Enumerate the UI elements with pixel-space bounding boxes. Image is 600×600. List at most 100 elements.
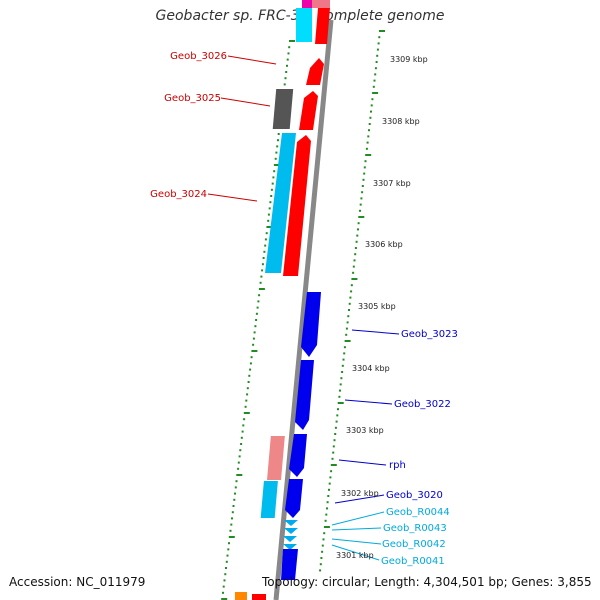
cds-geob-3023[interactable] [301,292,321,357]
inner-tick [246,387,249,390]
label-rph[interactable]: rph [389,460,406,471]
gene-geob-3025-grey[interactable] [272,89,294,129]
outer-tick [373,79,376,82]
outer-tick [321,550,324,553]
inner-tick [268,207,271,210]
outer-tick [366,141,369,144]
inner-tick [232,505,235,507]
inner-tick [277,139,279,142]
label-geob-r0044[interactable]: Geob_R0044 [386,507,450,518]
outer-tick [328,488,330,491]
inner-tick [286,64,288,67]
outer-tick [354,253,357,256]
inner-tick [223,579,226,582]
inner-tick [248,374,251,377]
outer-tick [336,414,339,417]
cds-bottom-blue[interactable] [281,549,298,580]
inner-tick [233,498,236,501]
outer-tick [341,364,344,367]
outer-tick [331,457,334,460]
inner-tick [256,306,259,309]
inner-tick [234,486,237,489]
outer-tick [361,191,364,194]
outer-tick [344,340,351,342]
inner-tick [245,399,248,402]
outer-tick [352,265,355,268]
inner-tick [285,71,288,73]
cds-top-red[interactable] [315,8,330,44]
cds-bottom-red[interactable] [252,594,266,600]
label-geob-3024[interactable]: Geob_3024 [150,189,207,200]
cds-geob-3022[interactable] [295,360,314,430]
outer-tick [338,395,341,398]
outer-tick [359,209,361,212]
outer-tick [348,302,351,305]
outer-tick [365,147,368,150]
cds-geob-3024-red[interactable] [283,135,311,276]
outer-tick [343,346,346,349]
label-geob-3020[interactable]: Geob_3020 [386,490,443,501]
outer-tick [376,48,379,51]
label-geob-3023[interactable]: Geob_3023 [401,329,458,340]
cds-geob-3020[interactable] [285,479,303,518]
outer-tick [358,216,365,218]
outer-tick [370,104,373,107]
trna-geob-r0043[interactable] [284,528,298,534]
trna-geob-r0042[interactable] [283,536,297,542]
outer-tick [372,85,375,88]
label-geob-r0041[interactable]: Geob_R0041 [381,556,445,567]
label-geob-r0043[interactable]: Geob_R0043 [383,523,447,534]
outer-tick [347,315,350,318]
outer-tick [352,271,355,274]
trna-geob-r0044[interactable] [284,520,298,526]
outer-tick [363,166,366,169]
inner-tick [249,362,252,365]
inner-tick [259,281,262,284]
label-geob-3025[interactable]: Geob_3025 [164,93,221,104]
cds-top-pink[interactable] [312,0,330,8]
label-geob-r0042[interactable]: Geob_R0042 [382,539,446,550]
inner-tick [265,232,268,235]
inner-tick [229,529,232,532]
inner-tick [239,449,242,452]
inner-tick [255,319,258,321]
cds-top-magenta[interactable] [302,0,314,8]
inner-tick [242,424,245,427]
cds-rph-blue[interactable] [289,434,307,477]
inner-tick [222,591,224,594]
outer-tick [319,569,322,572]
cds-bottom-orange[interactable] [235,592,247,600]
inner-tick [230,523,233,526]
outer-tick [349,296,352,299]
outer-tick [379,30,385,32]
cds-geob-3026[interactable] [306,58,324,85]
outer-tick [320,557,323,559]
scale-3302-kbp: 3302 kbp [341,489,379,498]
cds-top-cyan[interactable] [296,8,312,42]
outer-tick [337,408,339,411]
inner-tick [254,325,257,328]
inner-tick [225,567,227,569]
inner-tick [273,170,276,173]
cds-geob-3020-cyan[interactable] [260,481,278,518]
inner-tick [231,517,233,520]
cds-rph-pink[interactable] [267,436,285,480]
outer-tick-track [319,30,385,572]
outer-tick [357,228,359,231]
inner-tick [252,343,255,346]
label-geob-3026[interactable]: Geob_3026 [170,51,227,62]
inner-tick [272,176,275,179]
label-geob-3022[interactable]: Geob_3022 [394,399,451,410]
outer-tick [334,433,337,435]
outer-tick [365,154,372,156]
cds-geob-3024-cyan[interactable] [265,133,296,273]
inner-tick [221,598,228,600]
cds-geob-3025[interactable] [299,91,318,130]
inner-tick [274,157,277,160]
inner-tick [288,46,291,49]
trna-geob-r0041[interactable] [283,544,297,550]
inner-tick [264,238,267,241]
outer-tick [329,476,332,479]
genome-backbone [273,19,334,600]
